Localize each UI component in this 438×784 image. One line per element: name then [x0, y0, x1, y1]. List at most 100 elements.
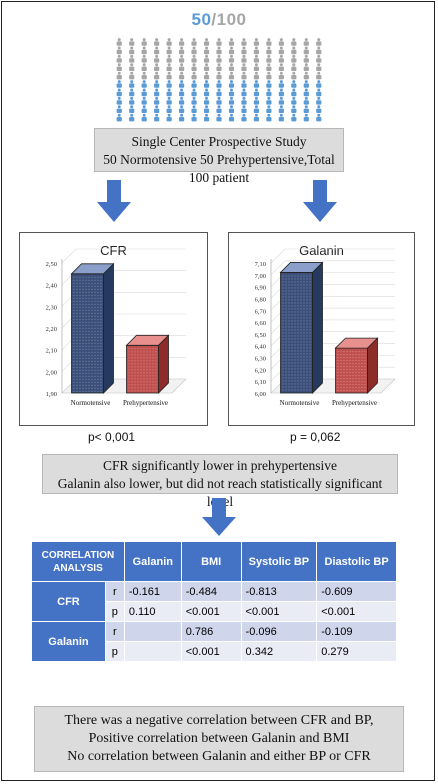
person-icon	[303, 96, 309, 105]
person-icon	[154, 96, 160, 105]
table-row: CFR r -0.161 -0.484 -0.813 -0.609	[31, 581, 397, 622]
person-icon	[129, 54, 135, 63]
person-icon	[303, 88, 309, 97]
person-icon	[216, 54, 222, 63]
person-icon	[166, 88, 172, 97]
person-icon	[291, 105, 297, 113]
person-icon	[191, 71, 197, 80]
person-icon	[228, 63, 235, 71]
table-cell: -0.161	[123, 581, 182, 602]
arrow-down-center	[202, 498, 236, 536]
gridline	[270, 260, 395, 276]
person-icon	[316, 54, 322, 63]
person-icon	[291, 71, 297, 80]
person-icon	[141, 38, 147, 46]
person-icon	[129, 105, 135, 113]
person-icon	[141, 63, 147, 71]
person-icon	[141, 71, 147, 80]
person-icon	[278, 96, 284, 105]
person-icon	[266, 105, 272, 113]
person-icon	[116, 38, 122, 46]
y-tick-label: 2,00	[46, 369, 57, 376]
row-group-cfr: CFR	[31, 581, 106, 622]
person-icon	[316, 105, 322, 113]
table-cell: <0.001	[180, 601, 242, 622]
person-icon	[216, 88, 222, 97]
person-icon	[241, 105, 247, 113]
person-icon	[266, 63, 272, 71]
findings-box: CFR significantly lower in prehypertensi…	[42, 454, 398, 509]
person-icon	[178, 63, 185, 71]
y-tick-label: 1,90	[46, 391, 57, 398]
bar-prehypertensive	[125, 334, 170, 394]
person-icon	[216, 38, 222, 46]
person-icon	[266, 80, 272, 88]
table-cell	[123, 621, 182, 642]
table-cell: 0.342	[240, 641, 318, 662]
person-icon	[266, 54, 272, 63]
conclusion-line-3: No correlation between Galanin and eithe…	[67, 749, 371, 764]
header-galanin: Galanin	[123, 541, 182, 582]
person-icon	[228, 80, 235, 88]
person-icon	[154, 46, 160, 55]
table-cell: -0.609	[316, 581, 397, 602]
person-icon	[178, 105, 185, 113]
table-row: Galanin r 0.786 -0.096 -0.109	[31, 621, 397, 662]
row-group-galanin: Galanin	[31, 621, 106, 662]
person-icon	[166, 105, 172, 113]
person-icon	[253, 46, 260, 55]
person-icon	[241, 96, 247, 105]
y-tick-label: 2,40	[46, 283, 57, 290]
person-icon	[191, 113, 197, 122]
person-icon	[141, 105, 147, 113]
person-icon	[291, 96, 297, 105]
person-icon	[191, 63, 197, 71]
person-icon	[253, 88, 260, 97]
person-icon	[154, 113, 160, 122]
person-icon	[116, 71, 122, 80]
person-icon	[216, 96, 222, 105]
person-icon	[241, 63, 247, 71]
person-icon	[216, 63, 222, 71]
person-icon	[129, 113, 135, 122]
person-icon	[129, 38, 135, 46]
table-cell: 0.110	[123, 601, 182, 622]
person-icon	[203, 88, 210, 97]
stat-label: r	[104, 581, 125, 602]
person-icon	[129, 96, 135, 105]
x-category-label: Normotensive	[71, 399, 111, 407]
person-icon	[203, 113, 210, 122]
person-icon	[116, 80, 122, 88]
person-icon	[228, 38, 235, 46]
person-icon	[216, 80, 222, 88]
table-cell: <0.001	[180, 641, 242, 662]
person-icon	[241, 71, 247, 80]
person-icon	[154, 88, 160, 97]
person-icon	[228, 88, 235, 97]
stat-label: r	[104, 621, 125, 642]
y-tick-label: 6,10	[255, 379, 266, 386]
cfr-chart-title: CFR	[100, 243, 127, 258]
y-tick-label: 2,10	[46, 348, 57, 355]
person-icon	[178, 113, 185, 122]
person-icon	[253, 113, 260, 122]
person-icon	[291, 46, 297, 55]
correlation-table: CORRELATION ANALYSIS Galanin BMI Systoli…	[31, 541, 397, 662]
arrow-down-left	[97, 180, 131, 222]
person-icon	[203, 96, 210, 105]
person-icon	[278, 80, 284, 88]
person-icon	[291, 38, 297, 46]
person-icon	[228, 46, 235, 55]
cfr-chart: CFR 2,50 2,40 2,30 2,20 2,10 2,00 1,90 Normoten…	[19, 232, 208, 426]
person-icon	[166, 71, 172, 80]
person-icon	[116, 105, 122, 113]
person-icon	[266, 46, 272, 55]
person-icon	[278, 63, 284, 71]
y-tick-label: 6,00	[255, 391, 266, 398]
person-icon	[266, 96, 272, 105]
person-icon	[203, 71, 210, 80]
galanin-chart-title: Galanin	[299, 243, 344, 258]
y-tick-label: 7,00	[255, 273, 266, 280]
person-icon	[278, 46, 284, 55]
table-cell: -0.484	[180, 581, 242, 602]
